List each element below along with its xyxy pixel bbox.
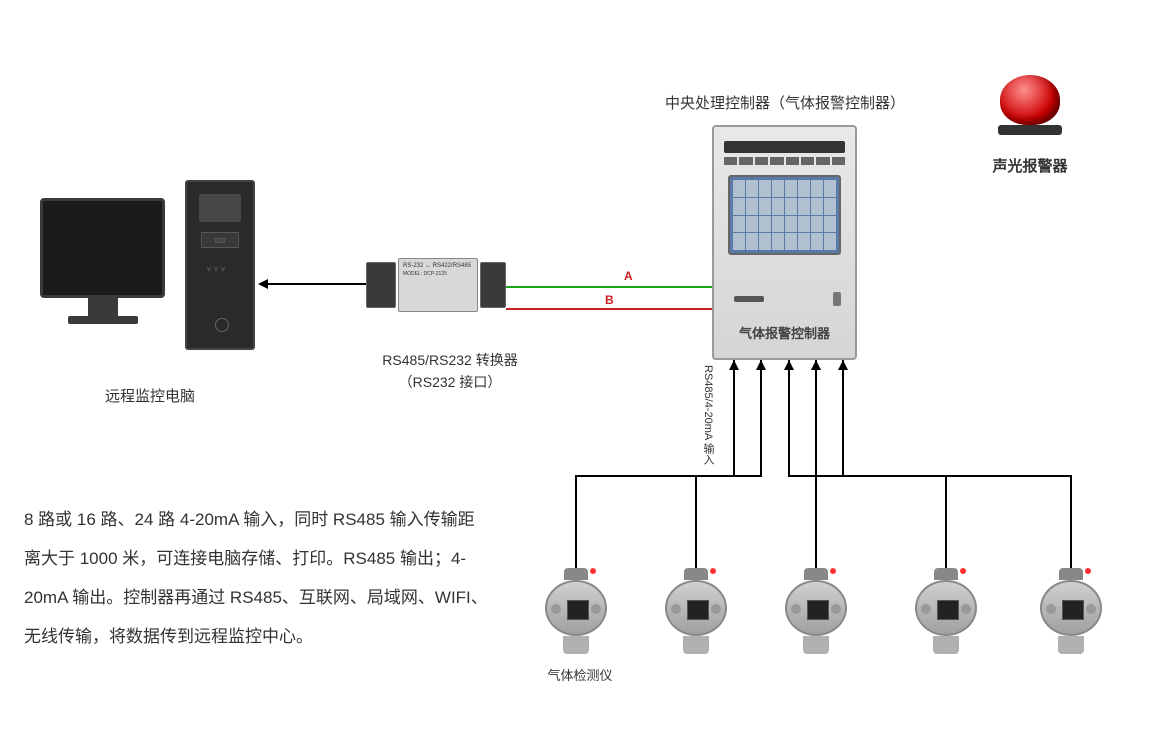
detector-label: 气体检测仪: [540, 665, 620, 684]
det-vline-4: [945, 475, 947, 568]
det-vline-2: [695, 475, 697, 568]
wire-b: [506, 308, 712, 310]
converter-label-1: RS485/RS232 转换器: [360, 350, 540, 370]
ctrl-drop-4: [815, 360, 817, 475]
ctrl-drop-2: [760, 360, 762, 475]
alarm-light-device: [1000, 75, 1060, 135]
detector-1: [545, 568, 607, 654]
controller-panel-label: 气体报警控制器: [714, 323, 855, 342]
wire-a: [506, 286, 712, 288]
alarm-light-icon: [1000, 75, 1060, 125]
ctrl-drop-3: [788, 360, 790, 475]
arrow-pc-head: [258, 279, 268, 289]
det-vline-5: [1070, 475, 1072, 568]
controller-box: 气体报警控制器: [712, 125, 857, 360]
detector-3: [785, 568, 847, 654]
detector-5: [1040, 568, 1102, 654]
wire-b-label: B: [605, 293, 614, 307]
ctrl-drop-5: [842, 360, 844, 475]
alarm-label: 声光报警器: [970, 155, 1090, 176]
arrow-pc-converter: [268, 283, 366, 285]
ctrl-arrow-3: [784, 360, 794, 370]
h-seg-5: [842, 475, 1072, 477]
ctrl-arrow-4: [811, 360, 821, 370]
converter-device: RS-232 ↔ RS422/RS485 MODEL: DCP-2125: [366, 256, 506, 314]
wire-a-label: A: [624, 269, 633, 283]
controller-title: 中央处理控制器（气体报警控制器）: [640, 92, 930, 113]
detector-4: [915, 568, 977, 654]
h-seg-3: [788, 475, 817, 477]
pc-tower: ▯▯▯ vvv: [185, 180, 255, 350]
converter-label-2: （RS232 接口）: [360, 372, 540, 392]
det-vline-3: [815, 475, 817, 568]
pc-monitor: [40, 198, 165, 324]
ctrl-drop-1: [733, 360, 735, 475]
h-seg-2: [695, 475, 762, 477]
detector-2: [665, 568, 727, 654]
ctrl-arrow-5: [838, 360, 848, 370]
vertical-input-label: RS485/4-20mA 输入: [700, 365, 716, 475]
ctrl-arrow-2: [756, 360, 766, 370]
det-vline-1: [575, 475, 577, 568]
ctrl-arrow-1: [729, 360, 739, 370]
pc-label: 远程监控电脑: [70, 385, 230, 406]
description-text: 8 路或 16 路、24 路 4-20mA 输入，同时 RS485 输入传输距离…: [24, 500, 489, 656]
